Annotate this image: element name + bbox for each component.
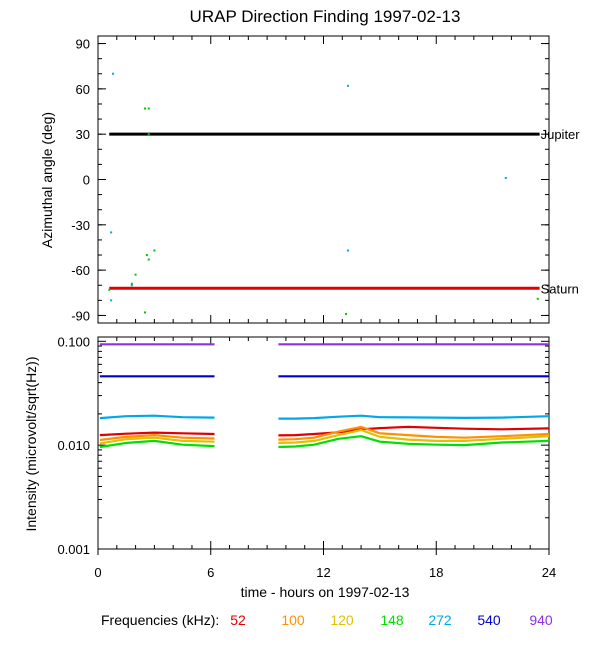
azimuth-plot-frame — [97, 35, 550, 324]
azimuth-ytick-label: -30 — [71, 218, 90, 233]
reference-label-saturn: Saturn — [541, 281, 579, 296]
time-xtick-label: 12 — [316, 565, 330, 580]
azimuth-point — [134, 273, 137, 276]
legend-entry-940-khz: 940 — [529, 612, 553, 628]
legend-entry-148-khz: 148 — [380, 612, 404, 628]
time-xtick-label: 18 — [429, 565, 443, 580]
series-148-khz-segment-2 — [278, 435, 550, 449]
azimuth-ytick-label: -60 — [71, 263, 90, 278]
azimuth-point — [147, 107, 150, 110]
azimuth-point — [110, 231, 113, 234]
azimuth-point — [143, 311, 146, 314]
series-100-khz-segment-2 — [278, 425, 550, 441]
time-axis-label: time - hours on 1997-02-13 — [241, 584, 410, 600]
legend-entry-100-khz: 100 — [281, 612, 305, 628]
legend-entry-120-khz: 120 — [330, 612, 354, 628]
azimuth-panel: 90 60 30 0 -30 -60 -90 Jupiter Saturn Azimuthal… — [39, 35, 581, 324]
azimuth-point — [504, 176, 507, 179]
azimuth-ytick-label: 60 — [76, 82, 90, 97]
intensity-ytick-label: 0.010 — [57, 438, 90, 453]
series-52-khz-segment-2 — [278, 425, 550, 437]
series-100-khz-segment-1 — [99, 434, 215, 442]
series-120-khz-segment-2 — [278, 428, 550, 444]
intensity-panel: 0.100 0.010 0.001 0 6 12 18 24 Intensity (micr… — [23, 334, 556, 600]
azimuth-ytick-label: 30 — [76, 127, 90, 142]
azimuth-point — [147, 258, 150, 261]
series-120-khz-segment-1 — [99, 436, 215, 445]
time-xtick-label: 0 — [94, 565, 101, 580]
azimuth-point — [143, 107, 146, 110]
intensity-ytick-label: 0.001 — [57, 542, 90, 557]
frequency-legend: Frequencies (kHz): 52 100 120 148 272 540 940 — [101, 612, 553, 628]
azimuth-point — [145, 254, 148, 257]
legend-entry-52-khz: 52 — [230, 612, 246, 628]
azimuth-point — [153, 249, 156, 252]
azimuth-point — [112, 72, 115, 75]
azimuth-point — [147, 133, 150, 136]
legend-entry-272-khz: 272 — [428, 612, 452, 628]
azimuth-point — [536, 297, 539, 300]
chart-title: URAP Direction Finding 1997-02-13 — [190, 7, 461, 26]
azimuth-ytick-label: 90 — [76, 37, 90, 52]
azimuth-point — [110, 299, 113, 302]
reference-label-jupiter: Jupiter — [541, 127, 581, 142]
azimuth-point — [108, 288, 111, 291]
intensity-axis-label: Intensity (microvolt/sqrt(Hz)) — [23, 356, 39, 531]
series-52-khz-segment-1 — [99, 431, 215, 437]
legend-entry-540-khz: 540 — [477, 612, 501, 628]
series-148-khz-segment-1 — [99, 439, 215, 449]
series-272-khz-segment-1 — [99, 414, 215, 420]
azimuth-ytick-label: -90 — [71, 308, 90, 323]
intensity-ytick-label: 0.100 — [57, 334, 90, 349]
time-xtick-label: 24 — [542, 565, 556, 580]
azimuth-ytick-label: 0 — [83, 173, 90, 188]
azimuth-point — [130, 284, 133, 287]
time-xtick-label: 6 — [207, 565, 214, 580]
azimuth-point — [345, 312, 348, 315]
azimuth-axis-label: Azimuthal angle (deg) — [39, 112, 55, 248]
legend-title: Frequencies (kHz): — [101, 612, 219, 628]
series-272-khz-segment-2 — [278, 414, 550, 420]
azimuth-point — [346, 249, 349, 252]
azimuth-point — [346, 84, 349, 87]
azimuth-point — [130, 282, 133, 285]
